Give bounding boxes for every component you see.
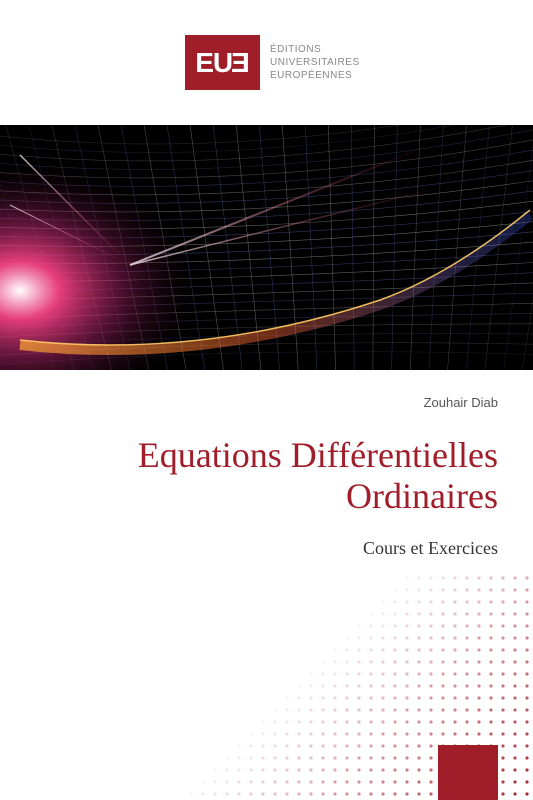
publisher-name-line2: UNIVERSITAIRES <box>270 56 360 69</box>
content-area: Zouhair Diab Equations Différentielles O… <box>38 395 498 559</box>
publisher-name-line3: EUROPÉENNES <box>270 69 360 82</box>
author-name: Zouhair Diab <box>38 395 498 410</box>
title-line2: Ordinaires <box>346 476 498 516</box>
hero-image <box>0 125 533 370</box>
hero-graphic <box>0 125 533 370</box>
publisher-name: ÉDITIONS UNIVERSITAIRES EUROPÉENNES <box>270 43 360 82</box>
publisher-header: EUE ÉDITIONS UNIVERSITAIRES EUROPÉENNES <box>185 35 360 90</box>
book-title: Equations Différentielles Ordinaires <box>38 435 498 518</box>
book-subtitle: Cours et Exercices <box>38 538 498 559</box>
accent-block <box>438 745 498 800</box>
publisher-logo: EUE <box>185 35 260 90</box>
publisher-name-line1: ÉDITIONS <box>270 43 360 56</box>
title-line1: Equations Différentielles <box>138 435 498 475</box>
